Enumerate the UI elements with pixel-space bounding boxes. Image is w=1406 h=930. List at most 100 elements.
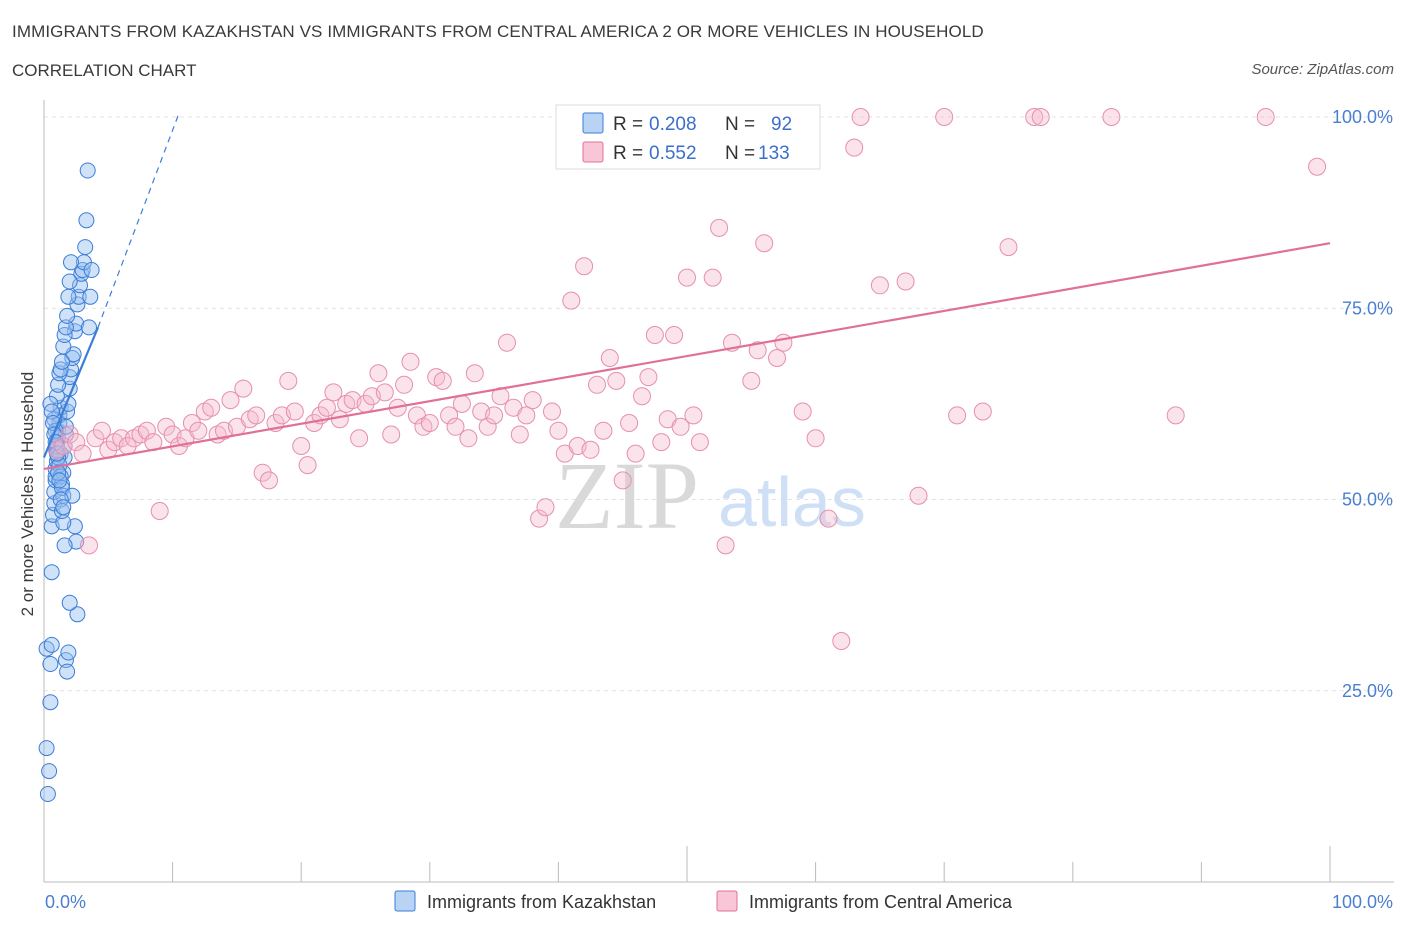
point-central-america-110 bbox=[774, 333, 793, 352]
point-central-america-112 bbox=[806, 429, 825, 448]
point-kazakhstan-5 bbox=[42, 656, 59, 672]
point-central-america-83 bbox=[581, 440, 600, 459]
point-central-america-96 bbox=[665, 326, 684, 344]
point-central-america-78 bbox=[549, 421, 568, 440]
point-central-america-113 bbox=[819, 509, 838, 528]
point-kazakhstan-72 bbox=[81, 319, 97, 336]
point-central-america-70 bbox=[498, 333, 516, 352]
chart-source: Source: ZipAtlas.com bbox=[1251, 61, 1394, 78]
watermark-zip: ZIP bbox=[555, 442, 699, 549]
point-central-america-31 bbox=[247, 406, 266, 425]
grid-lines bbox=[44, 116, 1390, 692]
point-central-america-100 bbox=[690, 433, 709, 452]
point-kazakhstan-78 bbox=[59, 663, 76, 680]
point-central-america-116 bbox=[851, 108, 870, 126]
point-central-america-72 bbox=[510, 425, 529, 444]
watermark: ZIP atlas bbox=[555, 442, 866, 549]
stats-n-label-kazakhstan: N = bbox=[725, 114, 755, 135]
point-kazakhstan-6 bbox=[43, 636, 60, 653]
trend-line-central-america bbox=[43, 242, 1331, 470]
point-central-america-32 bbox=[253, 463, 272, 482]
point-central-america-97 bbox=[671, 417, 690, 436]
stats-n-value-kazakhstan: 92 bbox=[771, 114, 792, 135]
point-central-america-2 bbox=[60, 425, 79, 444]
point-kazakhstan-59 bbox=[61, 273, 78, 290]
point-kazakhstan-58 bbox=[60, 288, 77, 305]
point-central-america-5 bbox=[80, 536, 98, 555]
point-central-america-22 bbox=[189, 421, 208, 440]
point-central-america-7 bbox=[92, 421, 111, 440]
point-central-america-117 bbox=[870, 276, 889, 295]
stats-box: R = 0.208 N = 92 R = 0.552 N = 133 bbox=[555, 104, 821, 170]
point-central-america-121 bbox=[948, 406, 967, 425]
point-central-america-29 bbox=[234, 379, 253, 398]
point-kazakhstan-71 bbox=[69, 606, 86, 623]
point-central-america-128 bbox=[1256, 108, 1275, 126]
point-kazakhstan-74 bbox=[83, 262, 100, 278]
point-central-america-118 bbox=[896, 272, 915, 291]
point-central-america-120 bbox=[935, 108, 954, 126]
point-central-america-27 bbox=[221, 391, 240, 410]
stats-n-value-central-america: 133 bbox=[758, 143, 790, 164]
axes bbox=[43, 100, 1394, 883]
legend-label-central-america: Immigrants from Central America bbox=[749, 892, 1013, 912]
point-central-america-103 bbox=[716, 536, 735, 555]
point-central-america-90 bbox=[626, 444, 645, 463]
point-kazakhstan-53 bbox=[54, 353, 70, 370]
point-kazakhstan-76 bbox=[56, 537, 73, 554]
point-central-america-87 bbox=[607, 371, 626, 390]
point-central-america-107 bbox=[748, 341, 767, 360]
point-central-america-67 bbox=[478, 417, 497, 436]
point-central-america-94 bbox=[652, 433, 671, 452]
y-tick-label-1: 75.0% bbox=[1342, 298, 1393, 318]
point-central-america-75 bbox=[530, 509, 549, 528]
point-central-america-52 bbox=[382, 425, 401, 444]
point-kazakhstan-80 bbox=[61, 594, 78, 611]
stats-swatch-central-america bbox=[582, 141, 604, 163]
point-central-america-24 bbox=[202, 398, 221, 417]
point-central-america-101 bbox=[703, 268, 722, 287]
legend: Immigrants from Kazakhstan Immigrants fr… bbox=[394, 890, 1013, 912]
point-central-america-74 bbox=[523, 391, 542, 410]
point-kazakhstan-91 bbox=[55, 499, 72, 516]
point-kazakhstan-2 bbox=[39, 786, 56, 802]
chart-subtitle: CORRELATION CHART bbox=[12, 61, 197, 80]
y-axis-title: 2 or more Vehicles in Household bbox=[18, 372, 37, 617]
y-tick-label-3: 25.0% bbox=[1342, 681, 1393, 701]
point-central-america-36 bbox=[279, 371, 298, 390]
point-central-america-114 bbox=[832, 632, 851, 650]
chart-title: IMMIGRANTS FROM KAZAKHSTAN VS IMMIGRANTS… bbox=[12, 22, 984, 41]
point-central-america-86 bbox=[600, 349, 619, 367]
point-central-america-17 bbox=[157, 417, 176, 436]
trend-line-kazakhstan bbox=[42, 326, 100, 458]
point-central-america-115 bbox=[845, 138, 864, 157]
point-central-america-123 bbox=[999, 238, 1018, 257]
point-central-america-55 bbox=[401, 352, 420, 371]
point-central-america-109 bbox=[768, 349, 786, 367]
point-central-america-42 bbox=[317, 398, 336, 417]
point-central-america-16 bbox=[150, 502, 169, 520]
point-central-america-98 bbox=[678, 268, 696, 287]
point-kazakhstan-3 bbox=[41, 763, 58, 780]
point-kazakhstan-82 bbox=[43, 403, 60, 420]
stats-r-label-kazakhstan: R = bbox=[613, 114, 643, 135]
point-central-america-108 bbox=[755, 234, 774, 253]
point-kazakhstan-56 bbox=[57, 319, 74, 336]
trend-line-kazakhstan-extended bbox=[97, 112, 180, 328]
point-central-america-125 bbox=[1031, 108, 1050, 126]
point-central-america-33 bbox=[260, 471, 278, 490]
y-tick-label-0: 100.0% bbox=[1332, 107, 1393, 127]
point-central-america-111 bbox=[793, 402, 812, 421]
point-central-america-68 bbox=[485, 406, 504, 425]
point-central-america-63 bbox=[452, 394, 471, 413]
point-central-america-119 bbox=[909, 486, 928, 505]
point-kazakhstan-0 bbox=[38, 740, 55, 757]
point-central-america-89 bbox=[620, 414, 639, 432]
point-central-america-126 bbox=[1102, 108, 1121, 126]
stats-swatch-kazakhstan bbox=[582, 112, 604, 134]
point-central-america-99 bbox=[684, 406, 703, 425]
legend-swatch-central-america bbox=[716, 890, 738, 912]
point-central-america-127 bbox=[1166, 406, 1185, 425]
point-central-america-65 bbox=[465, 364, 484, 383]
stats-r-value-central-america: 0.552 bbox=[649, 143, 697, 164]
